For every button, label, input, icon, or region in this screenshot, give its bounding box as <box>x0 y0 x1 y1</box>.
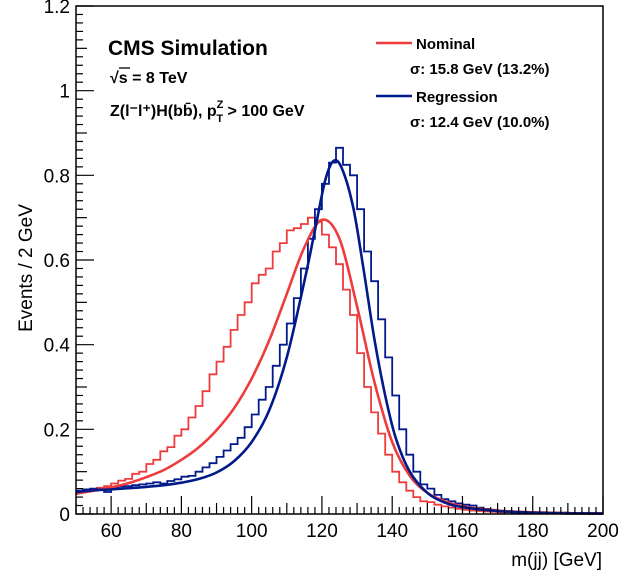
x-tick-label: 60 <box>101 521 122 542</box>
x-axis-title: m(jj) [GeV] <box>511 550 602 571</box>
y-tick-label: 0.8 <box>44 166 70 187</box>
y-tick-label: 0.2 <box>44 420 70 441</box>
y-tick-label: 0.6 <box>44 251 70 272</box>
pt-cut: > 100 GeV <box>223 103 305 120</box>
legend-label-nominal: Nominal <box>416 36 475 53</box>
pt-subscript: T <box>216 113 223 125</box>
x-tick-label: 200 <box>587 521 619 542</box>
x-tick-label: 180 <box>517 521 549 542</box>
histogram-regression <box>76 146 603 515</box>
legend-resolution-nominal: σ: 15.8 GeV (13.2%) <box>410 61 550 78</box>
pt-superscript: Z <box>217 99 224 111</box>
legend-label-regression: Regression <box>416 89 498 106</box>
process-text: Z(l⁻l⁺)H(bb̄), p <box>110 101 217 120</box>
axis-ticks <box>75 5 604 515</box>
y-tick-label: 1.2 <box>44 0 70 18</box>
energy-label: √s = 8 TeV <box>110 70 188 87</box>
fit-curve-layer <box>75 158 604 515</box>
fit-curve-regression <box>75 158 604 515</box>
histogram-nominal <box>76 216 603 515</box>
y-tick-label: 1 <box>59 82 70 103</box>
x-tick-label: 120 <box>306 521 338 542</box>
y-tick-label: 0 <box>59 505 70 526</box>
y-tick-label: 0.4 <box>44 336 71 357</box>
x-tick-label: 100 <box>236 521 268 542</box>
y-axis-title: Events / 2 GeV <box>16 204 37 332</box>
x-tick-label: 140 <box>376 521 408 542</box>
legend: Nominal σ: 15.8 GeV (13.2%) Regression σ… <box>376 36 550 131</box>
process-label: Z(l⁻l⁺)H(bb̄), pZ T > 100 GeV <box>110 99 305 125</box>
experiment-label: CMS Simulation <box>108 37 268 60</box>
legend-resolution-regression: σ: 12.4 GeV (10.0%) <box>410 114 550 131</box>
histogram-layer <box>76 146 603 515</box>
x-tick-label: 80 <box>171 521 192 542</box>
tick-labels: 60 80 100 120 140 160 180 200 0 0.2 0.4 0.6 0.8 1 1.2 <box>44 0 619 542</box>
x-tick-label: 160 <box>447 521 479 542</box>
